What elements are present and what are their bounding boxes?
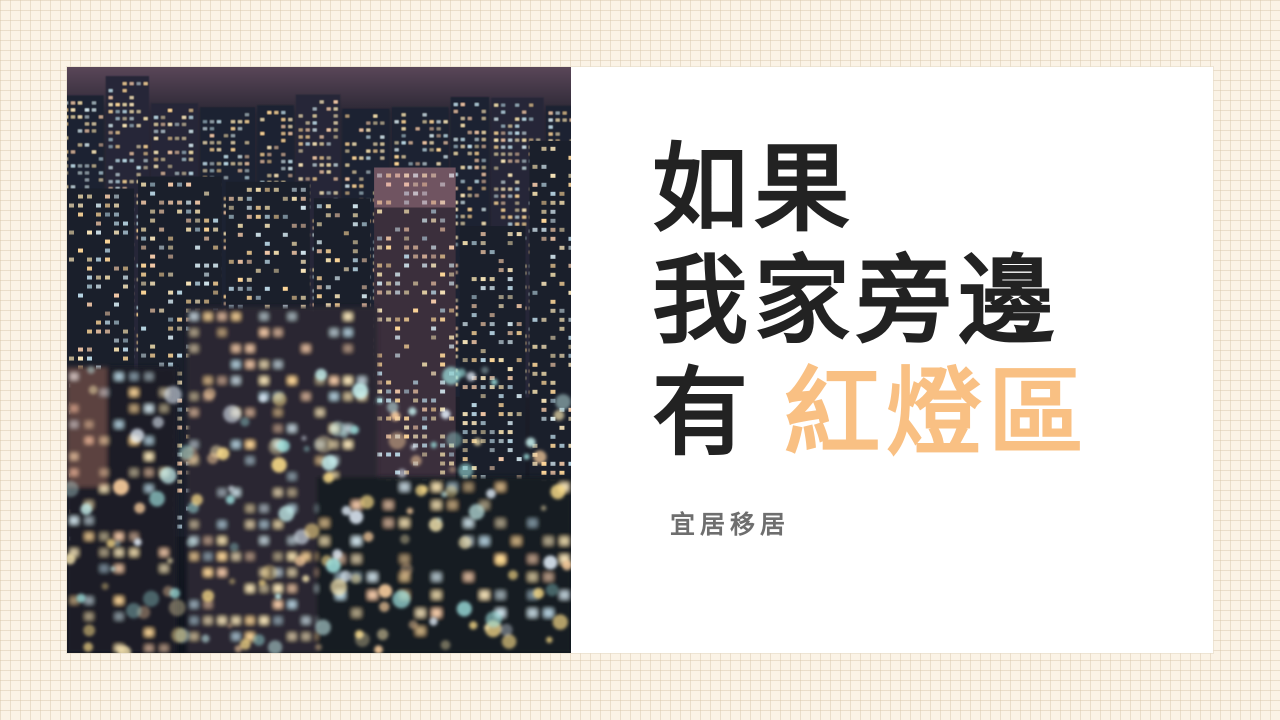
city-night-illustration (67, 67, 571, 653)
brand-name: 宜居移居 (670, 510, 791, 539)
headline-line-1: 如果 (652, 133, 856, 245)
headline-line-3-prefix: 有 (652, 357, 754, 469)
headline-line-3: 有紅燈區 (652, 357, 1090, 469)
city-night-photo (67, 67, 571, 653)
headline-line-2: 我家旁邊 (652, 245, 1060, 357)
headline: 如果 我家旁邊 有紅燈區 (652, 133, 1090, 469)
cover-card: 如果 我家旁邊 有紅燈區 宜居移居 (67, 67, 1213, 653)
headline-highlight: 紅燈區 (784, 357, 1090, 469)
